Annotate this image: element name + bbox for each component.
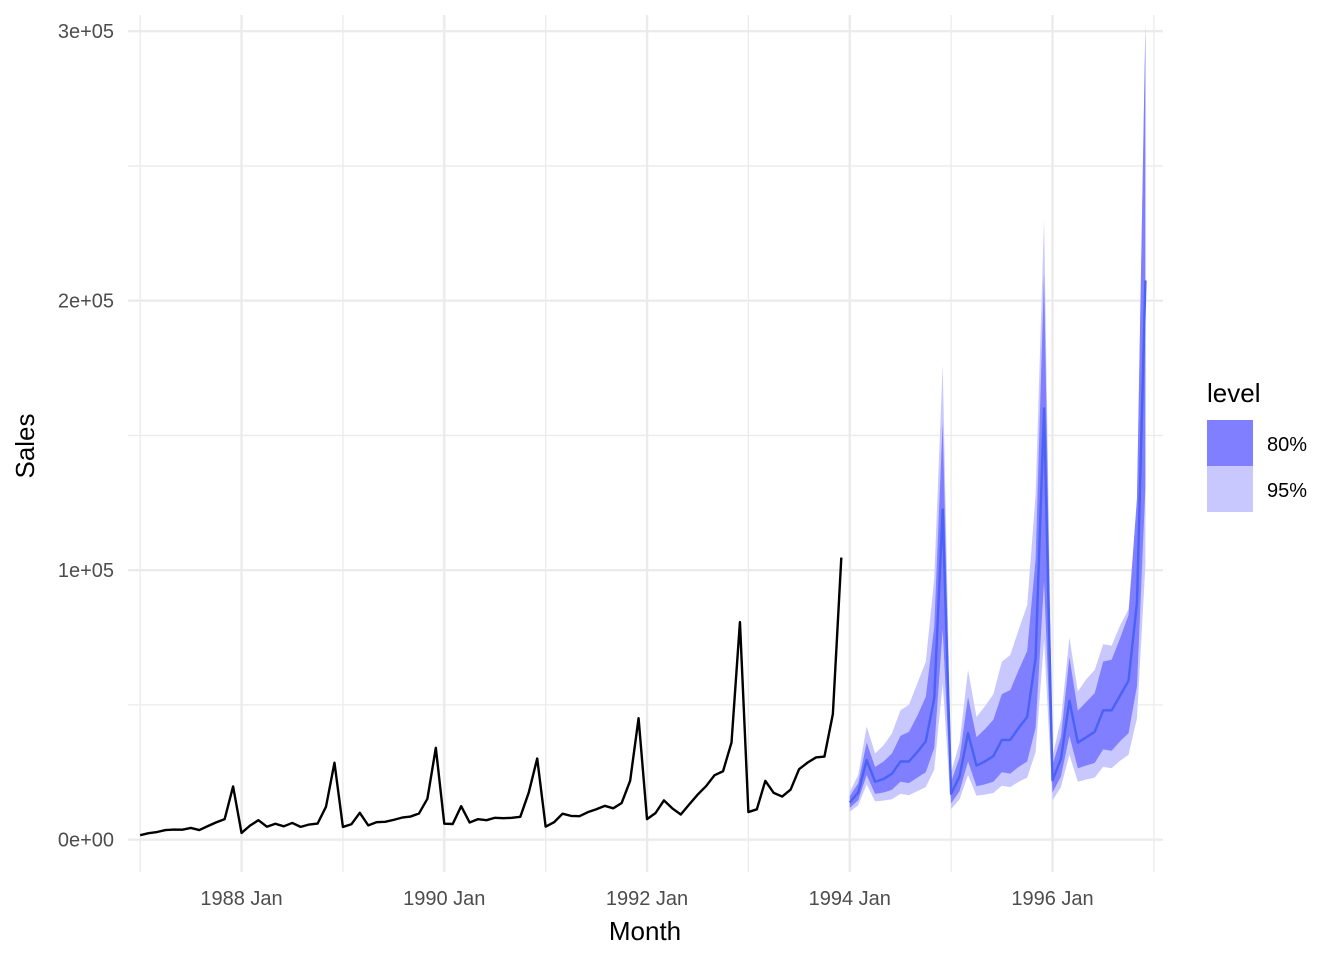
series-lines	[139, 280, 1147, 837]
x-tick-label: 1994 Jan	[809, 888, 891, 910]
forecast-mean-line	[848, 280, 1147, 804]
prediction-intervals	[849, 22, 1146, 812]
x-tick-label: 1990 Jan	[403, 888, 485, 910]
y-tick-label: 1e+05	[58, 560, 114, 582]
legend-swatch-95	[1207, 466, 1253, 512]
history-line	[139, 557, 843, 837]
x-axis-title: Month	[609, 916, 681, 946]
legend-label-95: 95%	[1267, 480, 1307, 502]
y-tick-label: 3e+05	[58, 21, 114, 43]
x-axis-ticks: 1988 Jan 1990 Jan 1992 Jan 1994 Jan 1996 Jan	[200, 888, 1093, 910]
y-tick-label: 2e+05	[58, 291, 114, 313]
x-tick-label: 1996 Jan	[1011, 888, 1093, 910]
x-tick-label: 1992 Jan	[606, 888, 688, 910]
y-axis-ticks: 0e+00 1e+05 2e+05 3e+05	[58, 21, 114, 851]
y-tick-label: 0e+00	[58, 830, 114, 852]
legend-label-80: 80%	[1267, 434, 1307, 456]
legend: level 80% 95%	[1207, 378, 1307, 512]
legend-title: level	[1207, 378, 1260, 408]
y-axis-title: Sales	[10, 413, 40, 478]
legend-swatch-80	[1207, 420, 1253, 466]
band-80	[849, 22, 1146, 808]
minor-gridlines	[128, 15, 1163, 872]
x-tick-label: 1988 Jan	[200, 888, 282, 910]
